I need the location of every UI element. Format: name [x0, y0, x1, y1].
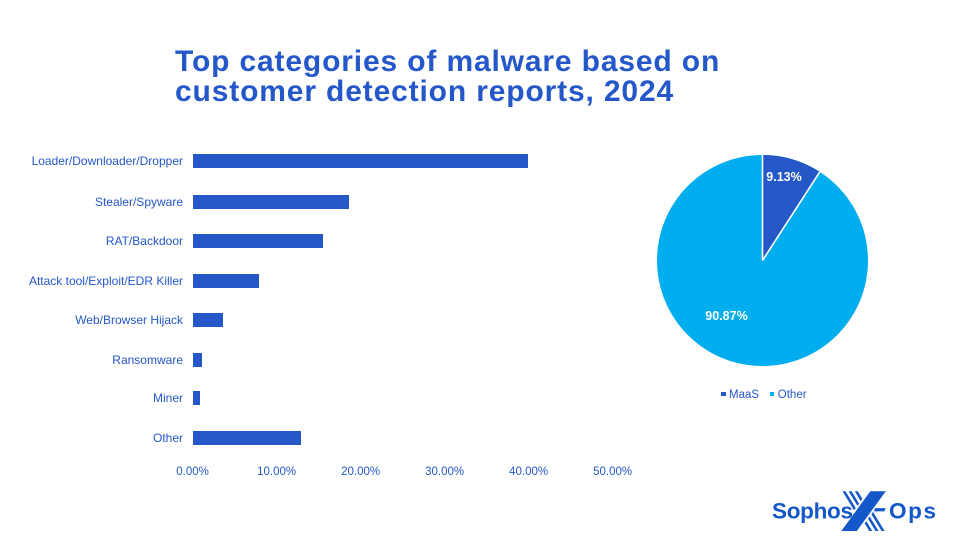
svg-text:Sophos: Sophos — [772, 498, 853, 523]
svg-text:Ops: Ops — [889, 498, 938, 523]
